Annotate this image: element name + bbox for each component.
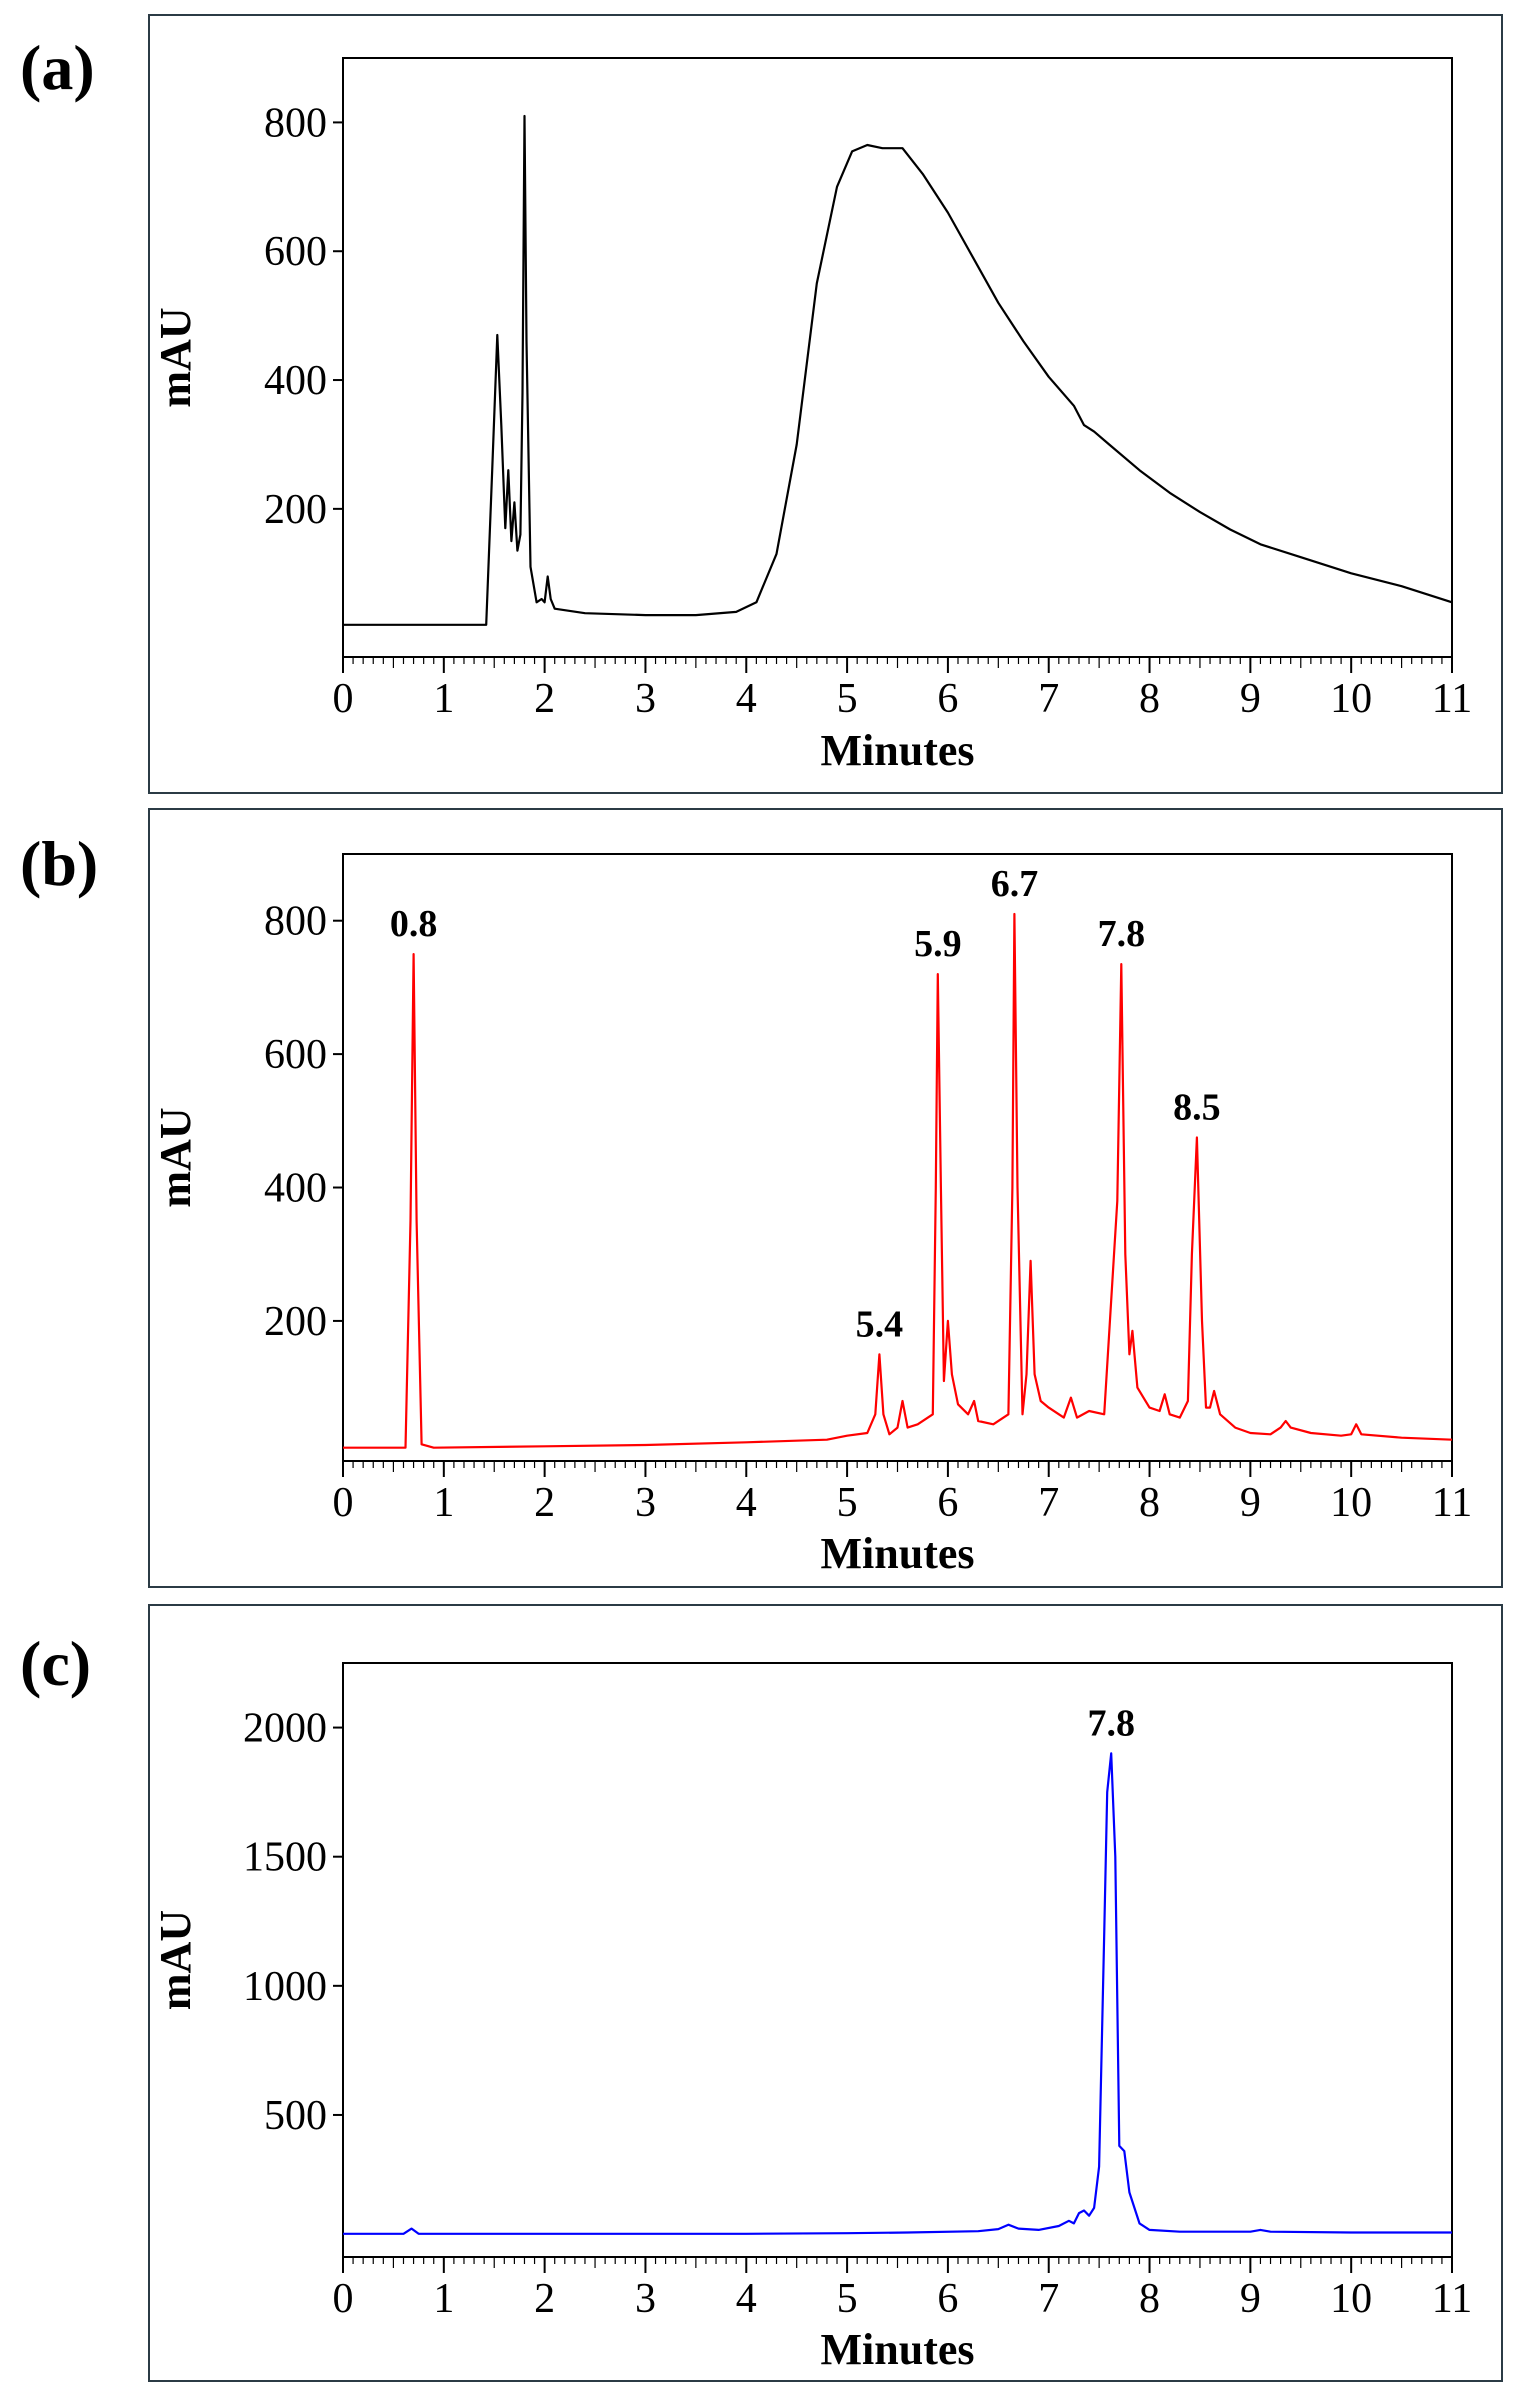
x-tick-label: 5 xyxy=(837,2276,858,2322)
x-tick-label: 6 xyxy=(937,1480,958,1526)
series-line-c xyxy=(343,1752,1452,2235)
x-tick-label: 9 xyxy=(1240,1480,1261,1526)
peak-label: 5.9 xyxy=(914,923,962,965)
panel-b-label: (b) xyxy=(20,828,99,899)
y-tick-label: 400 xyxy=(264,1166,327,1212)
peak-label: 8.5 xyxy=(1173,1086,1221,1128)
y-tick-label: 400 xyxy=(264,358,327,404)
peak-label: 0.8 xyxy=(390,903,438,945)
y-axis-title: mAU xyxy=(151,1107,200,1207)
x-tick-label: 2 xyxy=(534,2276,555,2322)
x-axis-title: Minutes xyxy=(821,1529,975,1578)
peak-label: 5.4 xyxy=(856,1303,904,1345)
x-tick-label: 0 xyxy=(333,676,354,722)
peak-label: 7.8 xyxy=(1098,913,1146,955)
y-tick-label: 2000 xyxy=(243,1706,327,1752)
x-tick-label: 0 xyxy=(333,1480,354,1526)
x-tick-label: 3 xyxy=(635,676,656,722)
x-tick-label: 11 xyxy=(1432,2276,1472,2322)
panel-a-label: (a) xyxy=(20,32,95,103)
y-tick-label: 200 xyxy=(264,487,327,533)
plot-area-c xyxy=(342,1662,1453,2258)
x-tick-label: 8 xyxy=(1139,2276,1160,2322)
chart-panel-b: 0 1 2 3 4 5 6 7 8 9 10 11 200 400 600 800 Minutes mAU 0.8 5… xyxy=(151,853,1472,1578)
x-tick-label: 7 xyxy=(1038,2276,1059,2322)
series-line-a xyxy=(343,114,1453,626)
x-tick-label: 10 xyxy=(1330,1480,1372,1526)
x-tick-label: 1 xyxy=(433,676,454,722)
x-tick-label: 5 xyxy=(837,1480,858,1526)
chart-panel-c: 0 1 2 3 4 5 6 7 8 9 10 11 500 1000 1500 2000 Minutes mAU 7… xyxy=(151,1662,1472,2374)
x-tick-label: 2 xyxy=(534,676,555,722)
plot-area-b xyxy=(342,853,1453,1462)
x-tick-label: 9 xyxy=(1240,2276,1261,2322)
x-tick-label: 11 xyxy=(1432,676,1472,722)
x-tick-label: 1 xyxy=(433,1480,454,1526)
x-tick-label: 7 xyxy=(1038,676,1059,722)
x-tick-label: 9 xyxy=(1240,676,1261,722)
x-tick-label: 4 xyxy=(736,1480,757,1526)
x-tick-label: 6 xyxy=(937,2276,958,2322)
x-tick-label: 10 xyxy=(1330,676,1372,722)
x-axis-title: Minutes xyxy=(821,2325,975,2374)
panel-c-label: (c) xyxy=(20,1628,92,1699)
x-tick-label: 10 xyxy=(1330,2276,1372,2322)
x-tick-label: 8 xyxy=(1139,676,1160,722)
y-tick-label: 1500 xyxy=(243,1835,327,1881)
x-tick-label: 3 xyxy=(635,1480,656,1526)
x-axis-title: Minutes xyxy=(821,726,975,775)
y-tick-label: 600 xyxy=(264,1032,327,1078)
x-tick-label: 11 xyxy=(1432,1480,1472,1526)
peak-label: 6.7 xyxy=(991,863,1039,905)
y-axis-title: mAU xyxy=(151,1910,200,2010)
x-tick-label: 1 xyxy=(433,2276,454,2322)
x-tick-label: 0 xyxy=(333,2276,354,2322)
y-tick-label: 1000 xyxy=(243,1964,327,2010)
y-axis-title: mAU xyxy=(151,307,200,407)
x-tick-label: 8 xyxy=(1139,1480,1160,1526)
y-tick-label: 200 xyxy=(264,1299,327,1345)
series-line-b xyxy=(343,912,1453,1449)
panel-c-frame xyxy=(148,1604,1503,2382)
y-tick-label: 500 xyxy=(264,2093,327,2139)
x-tick-label: 5 xyxy=(837,676,858,722)
chart-panel-a: 0 1 2 3 4 5 6 7 8 9 10 11 200 400 600 800 Minutes mAU xyxy=(151,57,1472,775)
x-tick-label: 4 xyxy=(736,2276,757,2322)
y-tick-label: 800 xyxy=(264,899,327,945)
peak-label: 7.8 xyxy=(1087,1702,1135,1744)
y-tick-label: 800 xyxy=(264,100,327,146)
x-tick-label: 2 xyxy=(534,1480,555,1526)
x-tick-label: 3 xyxy=(635,2276,656,2322)
y-tick-label: 600 xyxy=(264,229,327,275)
x-tick-label: 7 xyxy=(1038,1480,1059,1526)
panel-b-frame xyxy=(148,808,1503,1588)
x-tick-label: 6 xyxy=(937,676,958,722)
x-tick-label: 4 xyxy=(736,676,757,722)
